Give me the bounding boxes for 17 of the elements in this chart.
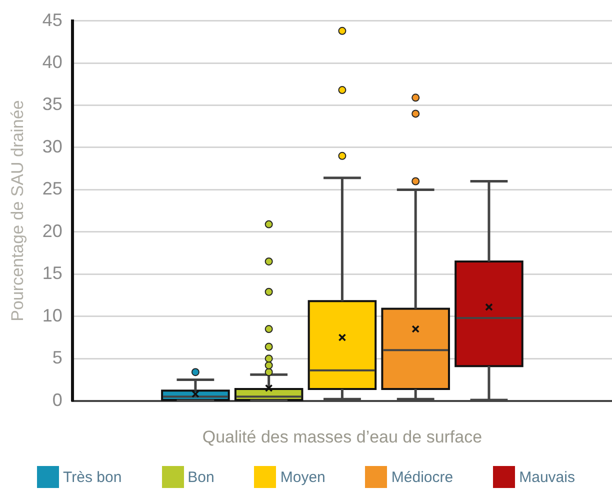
y-tick-label: 45	[42, 10, 62, 30]
legend-label: Bon	[188, 468, 214, 486]
y-tick-label: 35	[42, 94, 62, 114]
y-tick-label: 30	[42, 136, 62, 156]
y-tick-label: 5	[52, 348, 62, 368]
y-tick-label: 20	[42, 220, 62, 241]
legend-label: Très bon	[63, 468, 122, 486]
x-axis-title: Qualité des masses d’eau de surface	[202, 427, 482, 446]
legend-label: Médiocre	[391, 468, 454, 486]
y-tick-label: 10	[42, 305, 62, 326]
legend-label: Mauvais	[519, 468, 575, 486]
y-tick-label: 25	[42, 178, 62, 199]
y-tick-label: 40	[42, 52, 62, 72]
y-tick-label: 15	[42, 263, 62, 284]
y-axis-title: Pourcentage de SAU drainée	[8, 100, 27, 322]
legend-label: Moyen	[280, 468, 326, 486]
y-tick-label: 0	[52, 390, 62, 410]
